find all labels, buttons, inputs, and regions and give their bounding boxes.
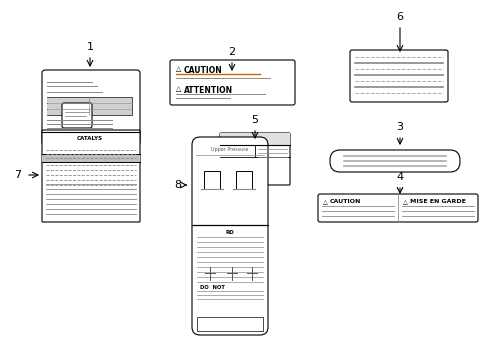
Bar [42, 132, 72, 145]
Text: 7: 7 [14, 170, 21, 180]
Text: 8: 8 [174, 180, 181, 190]
Bar [52, 134, 55, 143]
Text: △: △ [176, 66, 181, 72]
Text: RD: RD [225, 230, 234, 235]
Text: MISE EN GARDE: MISE EN GARDE [409, 199, 465, 204]
Bar [47, 98, 132, 103]
Bar [203, 171, 220, 189]
FancyBboxPatch shape [42, 130, 140, 222]
Text: △: △ [323, 199, 327, 204]
FancyBboxPatch shape [349, 50, 447, 102]
Text: 4: 4 [396, 172, 403, 182]
Text: CAUTION: CAUTION [329, 199, 361, 204]
Bar [47, 110, 132, 115]
Text: △: △ [176, 86, 181, 92]
Bar [44, 134, 47, 143]
Text: Upper Pressure: Upper Pressure [211, 147, 248, 152]
Text: 3: 3 [396, 122, 403, 132]
Text: 5: 5 [251, 115, 258, 125]
Bar [220, 133, 289, 145]
FancyBboxPatch shape [329, 150, 459, 172]
Text: CAUTION: CAUTION [183, 66, 223, 75]
FancyBboxPatch shape [170, 60, 294, 105]
Text: 2: 2 [228, 47, 235, 57]
Text: CATALYS: CATALYS [77, 135, 103, 140]
FancyBboxPatch shape [317, 194, 477, 222]
Bar [47, 104, 132, 109]
Bar [48, 134, 51, 143]
FancyBboxPatch shape [62, 103, 92, 128]
Bar [197, 317, 263, 331]
Bar [236, 171, 251, 189]
Text: 1: 1 [86, 42, 93, 52]
Text: △: △ [402, 199, 407, 204]
FancyBboxPatch shape [220, 133, 289, 185]
Bar [42, 154, 140, 162]
Bar [47, 97, 132, 115]
FancyBboxPatch shape [42, 70, 140, 145]
Text: DO  NOT: DO NOT [200, 285, 224, 290]
FancyBboxPatch shape [192, 137, 267, 335]
Bar [224, 166, 243, 180]
Bar [56, 134, 59, 143]
Text: ATTENTION: ATTENTION [183, 86, 233, 95]
Bar [60, 134, 63, 143]
Text: 6: 6 [396, 12, 403, 22]
